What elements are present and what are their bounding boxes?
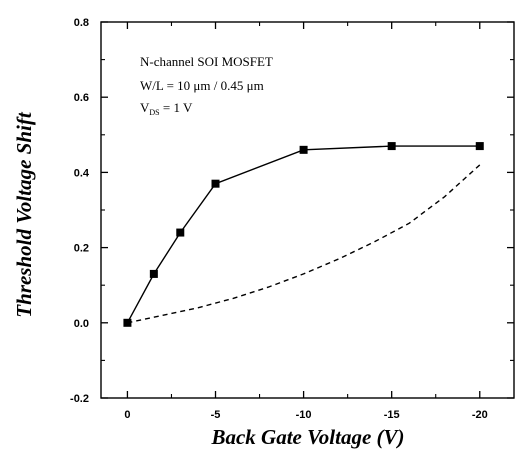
- annotation-device-type: N-channel SOI MOSFET: [140, 54, 273, 69]
- legend-annotation: N-channel SOI MOSFET W/L = 10 μm / 0.45 …: [140, 54, 273, 117]
- data-point: [211, 179, 220, 188]
- annotation-vds-value: = 1 V: [160, 100, 193, 115]
- y-tick-label: 0.2: [74, 243, 89, 255]
- data-point: [299, 145, 308, 154]
- y-tick-label: 0.0: [74, 318, 89, 330]
- x-tick-label: -15: [384, 409, 400, 421]
- series-dashed-line: [127, 164, 481, 324]
- data-point: [176, 228, 185, 237]
- y-tick-label: -0.2: [70, 393, 89, 405]
- y-tick-label: 0.8: [74, 17, 89, 29]
- x-tick-label: 0: [124, 409, 130, 421]
- x-axis-title: Back Gate Voltage (V): [210, 425, 404, 449]
- annotation-vds-symbol: V: [140, 100, 150, 115]
- y-tick-label: 0.4: [74, 167, 90, 179]
- x-tick-label: -10: [296, 409, 312, 421]
- y-tick-label: 0.6: [74, 92, 89, 104]
- x-tick-label: -5: [211, 409, 221, 421]
- annotation-vds-subscript: DS: [149, 108, 159, 117]
- annotation-dimensions: W/L = 10 μm / 0.45 μm: [140, 78, 264, 93]
- data-point: [149, 269, 158, 278]
- annotation-vds: VDS = 1 V: [140, 100, 193, 117]
- x-tick-label: -20: [472, 409, 488, 421]
- y-axis-title: Threshold Voltage Shift: [12, 111, 36, 318]
- data-point: [387, 142, 396, 151]
- data-point: [475, 142, 484, 151]
- plot-area: -0.2 0.0 0.2 0.4 0.6 0.8 0 -5 -10 -15 -20: [70, 17, 515, 421]
